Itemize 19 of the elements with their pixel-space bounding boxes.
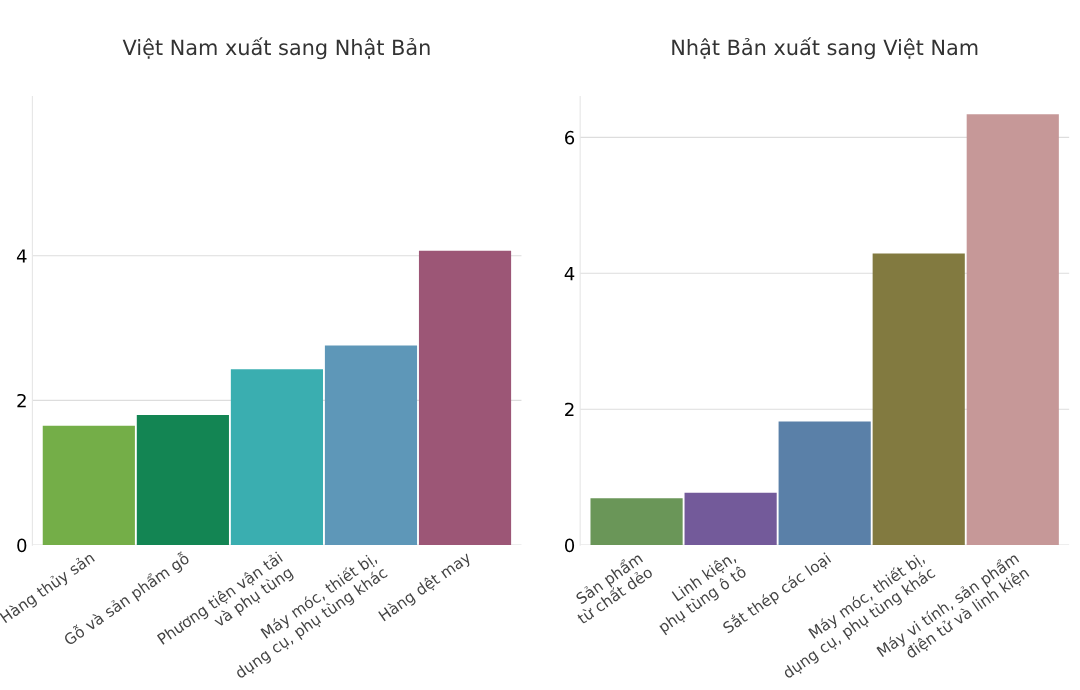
bar (418, 250, 512, 546)
y-tick-label: 0 (17, 538, 27, 553)
y-tick-label: 2 (17, 393, 26, 408)
bar (872, 253, 965, 546)
chart-title: Việt Nam xuất sang Nhật Bản (122, 37, 430, 60)
bar (966, 114, 1059, 546)
bar (42, 425, 135, 546)
y-tick-label: 4 (564, 266, 575, 281)
y-tick-label: 0 (564, 538, 575, 553)
y-tick-label: 4 (16, 249, 27, 263)
bar (230, 369, 324, 546)
chart-title: Nhật Bản xuất sang Việt Nam (672, 37, 978, 60)
bar (136, 414, 229, 546)
y-tick-label: 2 (565, 402, 574, 417)
bar (590, 498, 683, 546)
bar (778, 421, 871, 546)
y-tick-label: 6 (565, 130, 575, 145)
bar (684, 492, 777, 546)
bar (324, 345, 418, 546)
